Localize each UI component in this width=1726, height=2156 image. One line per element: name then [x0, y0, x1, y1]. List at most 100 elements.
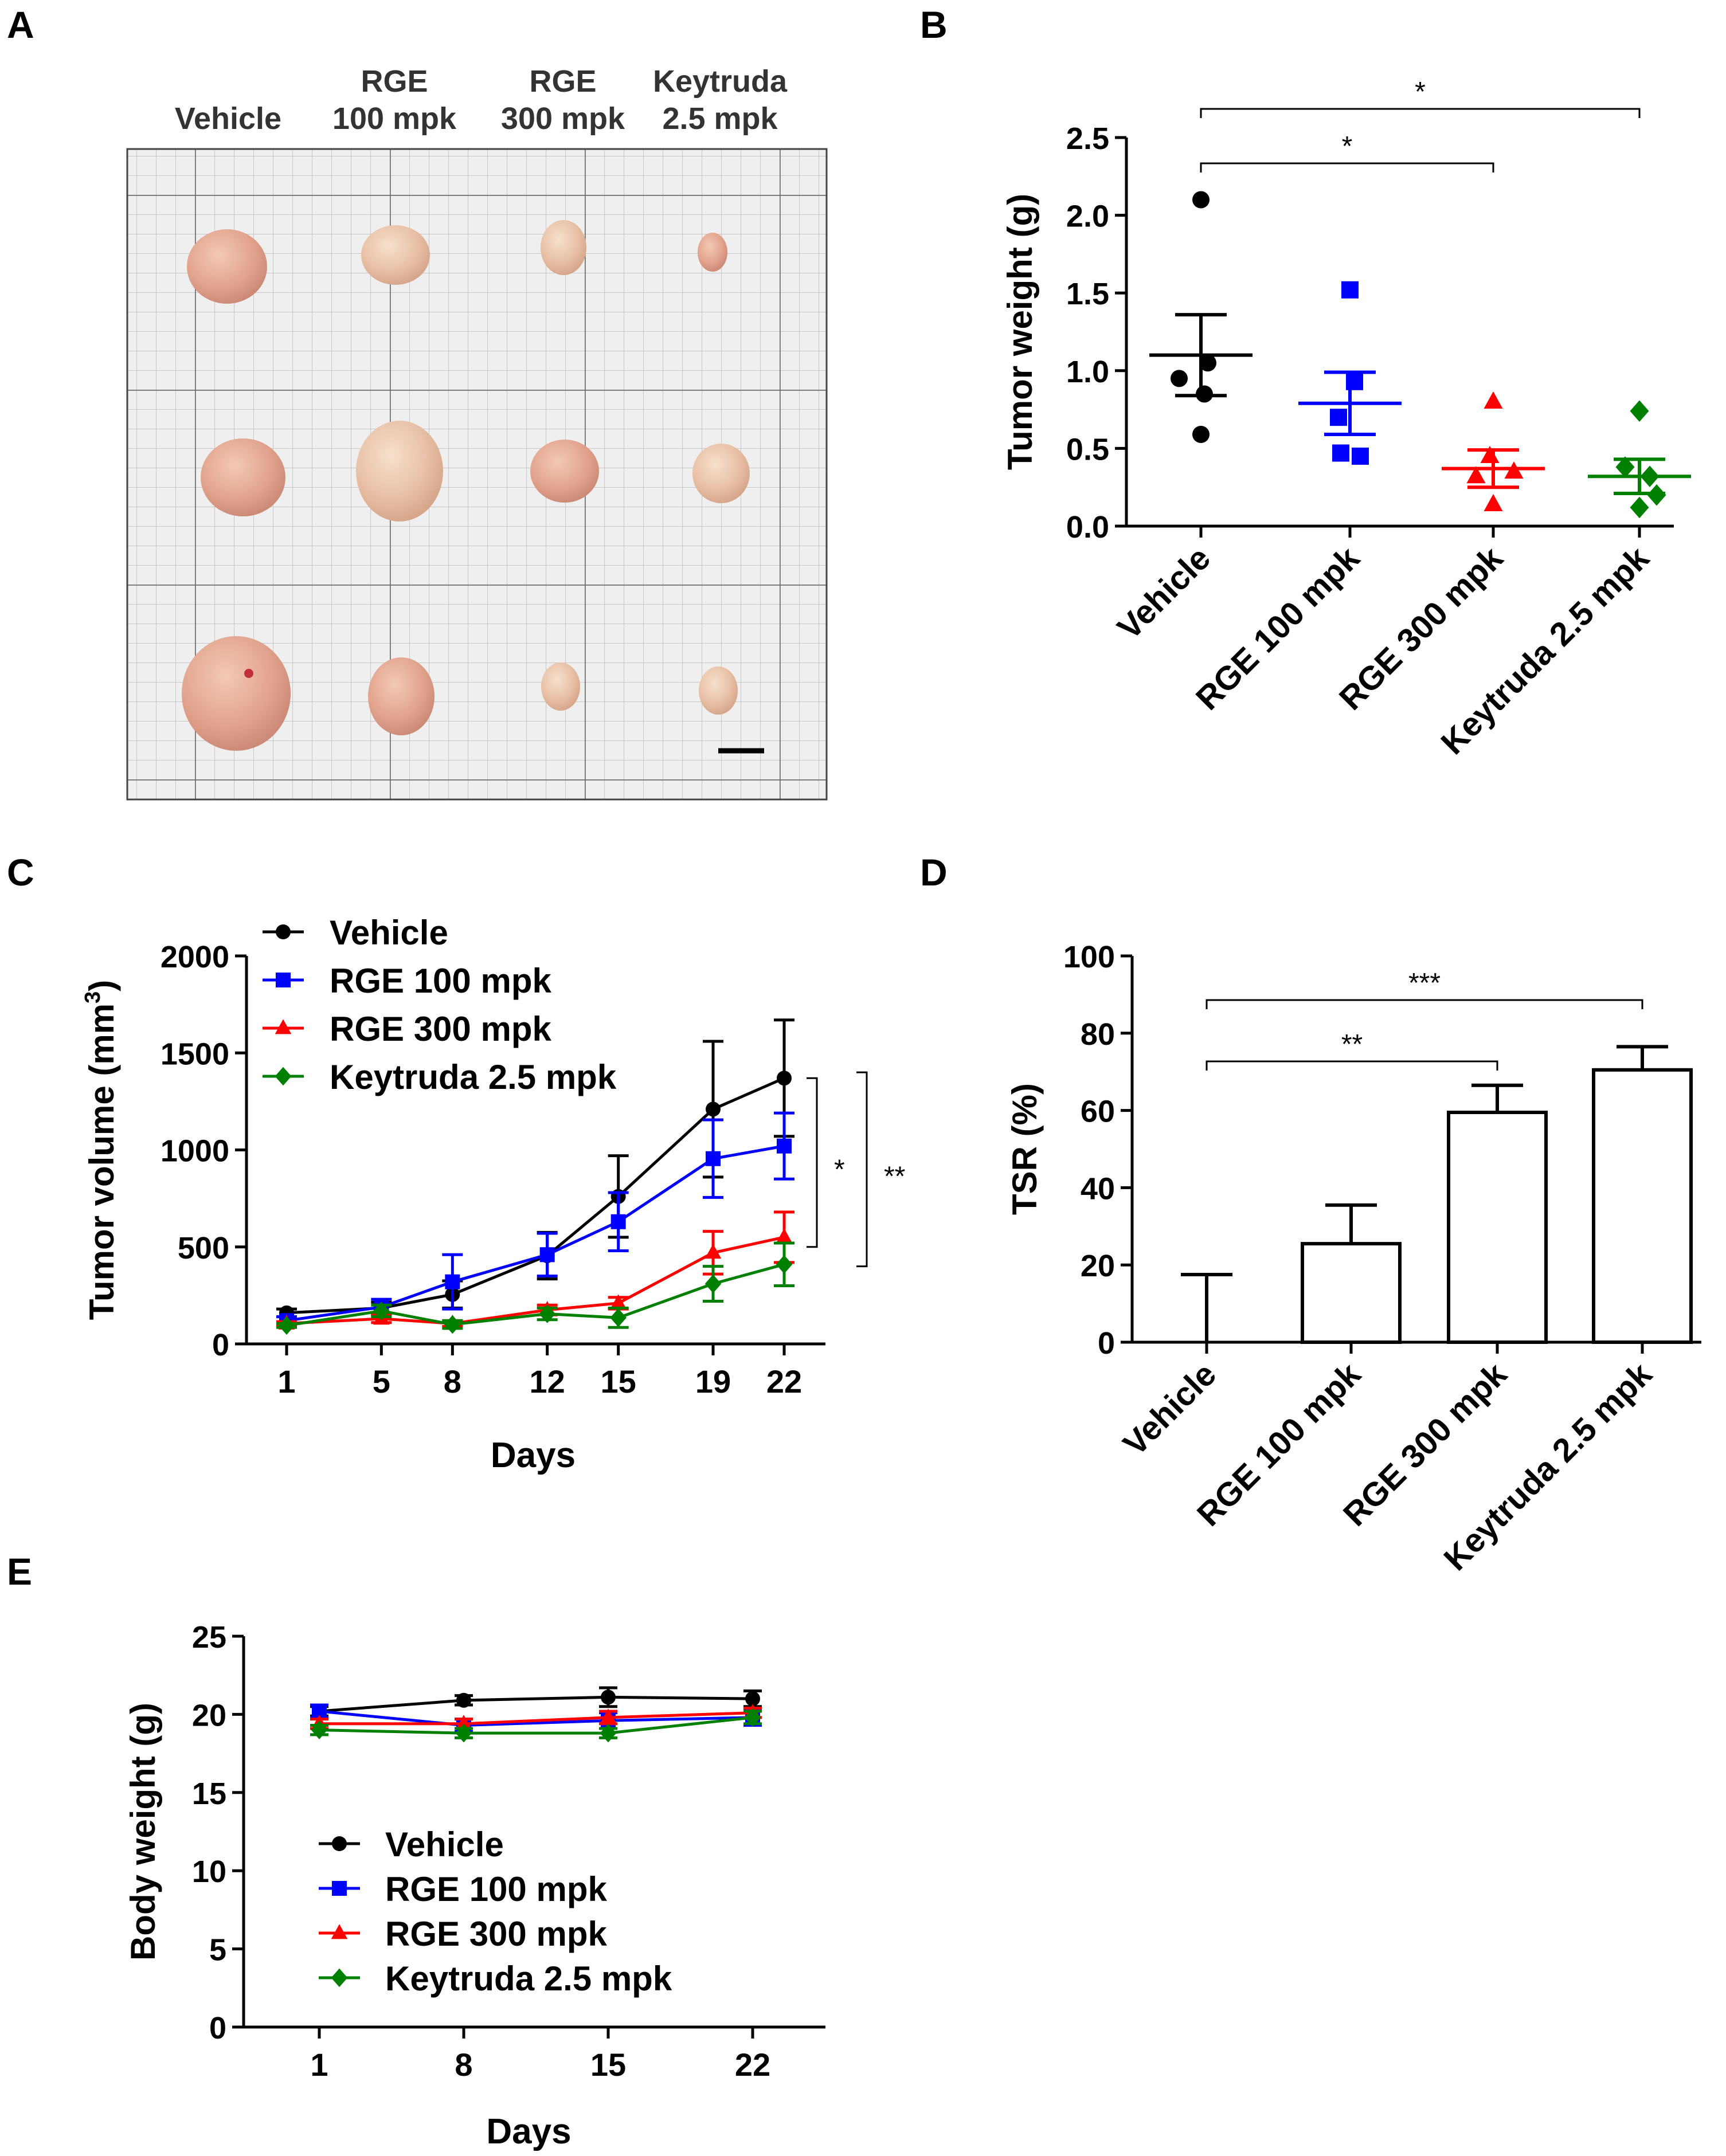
y-tick-label: 0	[212, 1328, 229, 1362]
data-point-keytruda-2-5-mpk	[373, 1302, 390, 1320]
y-axis-title-end: )	[83, 980, 121, 991]
data-point-vehicle	[706, 1101, 721, 1117]
y-axis-title: Body weight (g)	[124, 1703, 162, 1961]
group-label-rge100-line1: RGE	[361, 64, 428, 99]
data-point-keytruda-2-5-mpk	[600, 1723, 617, 1743]
y-tick-label: 1.0	[1066, 355, 1109, 389]
data-point-keytruda-2-5-mpk	[610, 1308, 627, 1327]
data-point-rge-100-mpk	[1332, 444, 1349, 462]
x-tick-label: Vehicle	[1110, 539, 1218, 646]
bar-rge-300-mpk	[1447, 1110, 1548, 1344]
data-point-vehicle	[1192, 191, 1210, 209]
data-point-rge-100-mpk	[610, 1214, 626, 1229]
y-axis-title-main: Tumor volume (mm	[83, 1003, 121, 1320]
series-line-rge-300-mpk	[319, 1711, 753, 1726]
legend-marker-keytruda-2-5-mpk	[275, 1067, 292, 1086]
y-tick-label: 25	[192, 1620, 226, 1655]
x-tick-label: 1	[277, 1363, 295, 1400]
data-point-rge-300-mpk	[1466, 466, 1486, 484]
data-point-keytruda-2-5-mpk	[776, 1255, 793, 1274]
data-point-vehicle	[1199, 354, 1216, 372]
data-point-rge-100-mpk	[1352, 447, 1369, 465]
legend-marker-keytruda-2-5-mpk	[331, 1968, 348, 1988]
y-tick-label: 2.5	[1066, 121, 1109, 156]
x-tick-label: 15	[601, 1363, 636, 1400]
significance-bracket	[1200, 108, 1641, 118]
y-tick-label: 20	[192, 1698, 226, 1732]
group-label-keytruda-line2: 2.5 mpk	[662, 101, 778, 136]
x-tick-label: 19	[695, 1363, 731, 1400]
significance-bracket	[1206, 1060, 1498, 1071]
y-axis-title-superscript: 3	[81, 991, 105, 1003]
legend-marker-rge-100-mpk	[276, 973, 291, 987]
significance-label: *	[834, 1155, 845, 1185]
legend-label: Vehicle	[385, 1825, 504, 1864]
x-tick-label: 15	[590, 2047, 626, 2083]
data-point-rge-300-mpk	[610, 1294, 627, 1310]
data-point-keytruda-2-5-mpk	[311, 1720, 328, 1739]
group-label-rge300-line2: 300 mpk	[501, 101, 625, 136]
y-tick-label: 60	[1081, 1095, 1115, 1129]
data-point-vehicle	[745, 1691, 760, 1707]
legend-label: RGE 100 mpk	[385, 1870, 607, 1908]
x-tick-label: 5	[373, 1363, 390, 1400]
legend-label: RGE 100 mpk	[330, 962, 551, 1000]
x-axis-title: Days	[491, 1436, 576, 1475]
series-line-rge-100-mpk	[319, 1710, 753, 1727]
legend-label: Vehicle	[330, 914, 448, 952]
significance-label: ***	[1408, 968, 1441, 998]
group-label-keytruda-line1: Keytruda	[653, 64, 788, 99]
x-axis-title: Days	[486, 2112, 571, 2151]
y-tick-label: 0.0	[1066, 510, 1109, 544]
panel-e-chart: 0 5 10 15 20 25 1 8 15 22 Vehicle RGE 100 mpk RGE 30…	[124, 1620, 825, 2151]
y-tick-label: 5	[209, 1933, 226, 1967]
data-point-keytruda-2-5-mpk	[539, 1304, 555, 1323]
y-tick-label: 0	[1098, 1326, 1115, 1361]
y-tick-label: 15	[192, 1777, 226, 1811]
significance-label: *	[1342, 131, 1353, 162]
y-axis-title: TSR (%)	[1005, 1083, 1044, 1215]
x-tick-label: 8	[444, 1363, 461, 1400]
x-tick-label: Vehicle	[1116, 1355, 1223, 1463]
panel-a-labels: Vehicle RGE 100 mpk RGE 300 mpk Keytruda…	[175, 64, 788, 136]
y-tick-label: 1.5	[1066, 277, 1109, 311]
y-tick-label: 20	[1081, 1249, 1115, 1283]
group-label-vehicle: Vehicle	[175, 101, 281, 136]
data-point-vehicle	[777, 1071, 792, 1086]
legend-label: RGE 300 mpk	[330, 1010, 551, 1048]
data-point-rge-300-mpk	[1484, 391, 1503, 409]
series-line-rge-100-mpk	[286, 1144, 785, 1322]
panel-letter-d: D	[920, 851, 948, 893]
y-axis-title: Tumor weight (g)	[1001, 194, 1039, 470]
data-point-rge-100-mpk	[539, 1247, 555, 1263]
legend-marker-rge-100-mpk	[332, 1881, 347, 1896]
data-point-vehicle	[1171, 370, 1188, 387]
legend-label: Keytruda 2.5 mpk	[385, 1959, 672, 1998]
legend-marker-vehicle	[332, 1836, 347, 1851]
y-axis-title: Tumor volume (mm3)	[81, 980, 121, 1320]
legend-marker-vehicle	[276, 924, 291, 939]
significance-bracket	[856, 1071, 868, 1268]
y-tick-label: 0.5	[1066, 432, 1109, 467]
y-tick-label: 100	[1063, 940, 1115, 974]
data-point-rge-300-mpk	[455, 1715, 472, 1730]
significance-bracket	[1206, 999, 1643, 1009]
series-line-vehicle	[319, 1695, 753, 1713]
significance-label: **	[884, 1161, 905, 1191]
data-point-keytruda-2-5-mpk	[278, 1316, 295, 1335]
y-tick-label: 500	[178, 1231, 229, 1265]
data-point-keytruda-2-5-mpk	[1630, 496, 1649, 519]
data-point-rge-100-mpk	[1341, 281, 1359, 299]
series-line-keytruda-2-5-mpk	[319, 1716, 753, 1735]
y-tick-label: 10	[192, 1855, 226, 1889]
tumor-photo	[126, 148, 828, 801]
legend-marker-rge-300-mpk	[275, 1019, 292, 1034]
bar-rge-100-mpk	[1301, 1242, 1402, 1344]
data-point-keytruda-2-5-mpk	[744, 1708, 761, 1727]
y-tick-label: 1000	[161, 1134, 229, 1169]
data-point-vehicle	[456, 1692, 471, 1708]
data-point-keytruda-2-5-mpk	[455, 1723, 472, 1743]
significance-label: *	[1415, 77, 1426, 107]
